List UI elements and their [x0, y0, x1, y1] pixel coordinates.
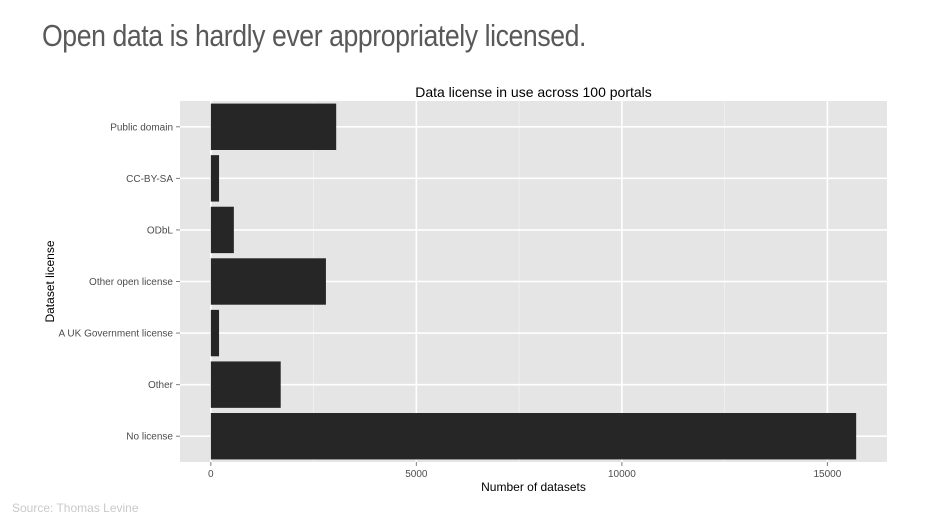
bar — [210, 309, 220, 357]
y-tick-label: No license — [126, 432, 173, 443]
y-tick-label: CC-BY-SA — [126, 174, 173, 185]
bar — [210, 155, 220, 202]
x-tick-label: 5000 — [405, 469, 428, 480]
y-tick-label: Other — [148, 380, 174, 391]
x-tick-label: 15000 — [813, 469, 841, 480]
source-note: Source: Thomas Levine — [12, 501, 139, 515]
bar — [210, 103, 337, 150]
grid-lines — [180, 101, 887, 462]
y-tick-label: Other open license — [89, 277, 173, 288]
x-axis-title: Number of datasets — [481, 480, 586, 494]
y-tick-label: Public domain — [110, 122, 173, 133]
y-tick-label: ODbL — [147, 225, 174, 236]
x-tick-label: 10000 — [608, 469, 636, 480]
bars — [210, 103, 857, 460]
bar — [210, 206, 234, 254]
slide-title: Open data is hardly ever appropriately l… — [42, 18, 586, 53]
chart-title: Data license in use across 100 portals — [415, 84, 652, 100]
bar — [210, 413, 857, 460]
bar — [210, 258, 326, 305]
bar — [210, 361, 281, 408]
x-tick-label: 0 — [208, 469, 214, 480]
y-axis-title: Dataset license — [43, 240, 57, 322]
axes: Public domain CC-BY-SA ODbL Other open lice… — [59, 122, 842, 480]
y-tick-label: A UK Government license — [59, 329, 174, 340]
